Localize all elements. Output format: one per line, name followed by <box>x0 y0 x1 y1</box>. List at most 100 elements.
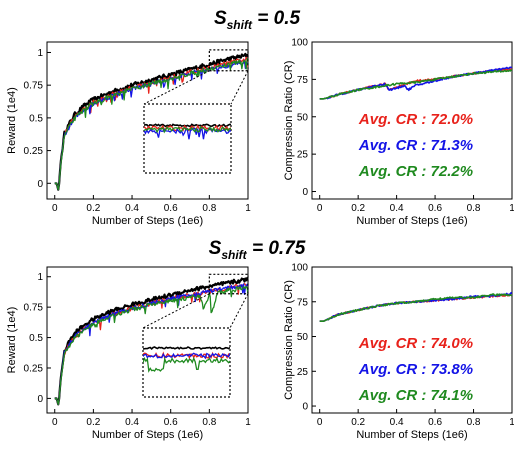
x-tick-label: 0.4 <box>390 417 404 428</box>
series-group <box>54 52 248 191</box>
zoom-connector <box>229 293 249 329</box>
x-tick-label: 1 <box>509 203 514 214</box>
y-tick-label: 100 <box>291 38 308 49</box>
x-tick-label: 0.8 <box>467 417 481 428</box>
y-axis-label: Compression Ratio (CR) <box>283 61 295 181</box>
inset-series-line-2 <box>143 352 230 360</box>
inset-series-line-2 <box>144 127 231 140</box>
x-tick-label: 1 <box>509 417 514 428</box>
title-main: S <box>209 238 222 259</box>
zoom-inset-box <box>143 103 232 174</box>
chart-block-1: Sshift = 0.75 0 0.2 0.4 0.6 0.8 1 0 0.25 0.5 0.75 1… <box>6 238 514 441</box>
avg-cr-annotation-1: Avg. CR : 71.3% <box>358 137 473 154</box>
title-value: = 0.5 <box>252 8 300 29</box>
x-tick-label: 1 <box>245 417 251 428</box>
series-group <box>319 291 512 323</box>
y-tick-label: 100 <box>291 263 308 274</box>
x-axis-label: Number of Steps (1e6) <box>92 429 203 441</box>
y-tick-label: 0.25 <box>24 146 44 157</box>
x-tick-label: 0.8 <box>202 203 216 214</box>
series-line-3 <box>54 285 248 406</box>
x-tick-label: 0.6 <box>164 417 178 428</box>
y-tick-label: 1 <box>37 48 43 59</box>
x-tick-label: 0.2 <box>86 203 100 214</box>
y-axis-label: Reward (1e4) <box>6 307 18 374</box>
inset-series-line-3 <box>144 125 231 134</box>
chart-title: Sshift = 0.5 <box>214 8 301 32</box>
plot-frame <box>311 266 513 414</box>
x-tick-label: 1 <box>245 203 251 214</box>
plot-panel-reward: 0 0.2 0.4 0.6 0.8 1 0 0.25 0.5 0.75 1 Number of Ste… <box>6 266 251 441</box>
zoom-connector <box>230 70 249 105</box>
zoom-connector <box>142 293 210 329</box>
series-line-0 <box>54 52 248 191</box>
series-line-2 <box>319 293 512 323</box>
series-line-2 <box>319 69 512 100</box>
zoom-inset-box <box>142 327 231 398</box>
series-line-0 <box>319 293 512 323</box>
avg-cr-annotation-1: Avg. CR : 73.8% <box>358 361 473 378</box>
x-tick-label: 0.2 <box>351 203 365 214</box>
plot-panel-compression-ratio: 0 0.2 0.4 0.6 0.8 1 0 25 50 75 100 Number of Steps … <box>283 38 514 228</box>
x-axis-label: Number of Steps (1e6) <box>92 215 203 227</box>
inset-series-group <box>144 123 231 140</box>
avg-cr-annotation-0: Avg. CR : 72.0% <box>358 111 473 128</box>
y-tick-label: 50 <box>297 332 309 343</box>
y-tick-label: 0 <box>37 179 43 190</box>
inset-series-line-0 <box>143 346 230 351</box>
inset-series-group <box>143 346 230 373</box>
series-line-1 <box>319 291 512 323</box>
y-axis-label: Reward (1e4) <box>6 87 18 154</box>
inset-series-line-3 <box>143 356 230 373</box>
y-tick-label: 25 <box>297 367 309 378</box>
avg-cr-annotation-2: Avg. CR : 74.1% <box>358 387 473 404</box>
y-tick-label: 25 <box>297 150 309 161</box>
y-tick-label: 75 <box>297 297 309 308</box>
x-axis-label: Number of Steps (1e6) <box>356 429 467 441</box>
avg-cr-annotation-2: Avg. CR : 72.2% <box>358 163 473 180</box>
x-tick-label: 0 <box>317 203 323 214</box>
x-tick-label: 0.4 <box>390 203 404 214</box>
y-axis-label: Compression Ratio (CR) <box>283 280 295 400</box>
x-tick-label: 0.4 <box>125 203 139 214</box>
y-tick-label: 0.25 <box>24 363 44 374</box>
avg-cr-annotation-0: Avg. CR : 74.0% <box>358 335 473 352</box>
x-tick-label: 0.6 <box>428 203 442 214</box>
zoom-connector <box>143 70 210 105</box>
x-tick-label: 0.8 <box>202 417 216 428</box>
series-line-2 <box>54 283 248 406</box>
x-axis-label: Number of Steps (1e6) <box>356 215 467 227</box>
y-tick-label: 1 <box>37 272 43 283</box>
series-group <box>54 277 248 406</box>
y-tick-label: 0.5 <box>29 333 43 344</box>
x-tick-label: 0 <box>317 417 323 428</box>
x-tick-label: 0.2 <box>86 417 100 428</box>
y-tick-label: 0 <box>37 394 43 405</box>
plot-frame <box>46 266 249 414</box>
y-tick-label: 0.75 <box>24 303 44 314</box>
x-tick-label: 0.4 <box>125 417 139 428</box>
x-tick-label: 0.2 <box>351 417 365 428</box>
title-subscript: shift <box>227 18 253 32</box>
series-group <box>319 66 512 100</box>
plot-frame <box>311 41 513 200</box>
y-tick-label: 0 <box>302 402 308 413</box>
x-tick-label: 0.6 <box>164 203 178 214</box>
plot-frame <box>46 41 249 200</box>
y-tick-label: 0.75 <box>24 81 44 92</box>
plot-panel-compression-ratio: 0 0.2 0.4 0.6 0.8 1 0 25 50 75 100 Number of Steps … <box>283 263 514 442</box>
chart-title: Sshift = 0.75 <box>209 238 306 262</box>
x-tick-label: 0.6 <box>428 417 442 428</box>
y-tick-label: 0 <box>302 187 308 198</box>
y-tick-label: 0.5 <box>29 113 43 124</box>
series-line-3 <box>54 58 248 191</box>
title-subscript: shift <box>221 248 247 262</box>
plot-panel-reward: 0 0.2 0.4 0.6 0.8 1 0 0.25 0.5 0.75 1 Number of Ste… <box>6 41 251 227</box>
y-tick-label: 50 <box>297 112 309 123</box>
zoom-region-box <box>208 49 249 72</box>
title-value: = 0.75 <box>247 238 306 259</box>
y-tick-label: 75 <box>297 75 309 86</box>
title-main: S <box>214 8 227 29</box>
zoom-region-box <box>208 273 249 295</box>
x-tick-label: 0 <box>52 203 58 214</box>
